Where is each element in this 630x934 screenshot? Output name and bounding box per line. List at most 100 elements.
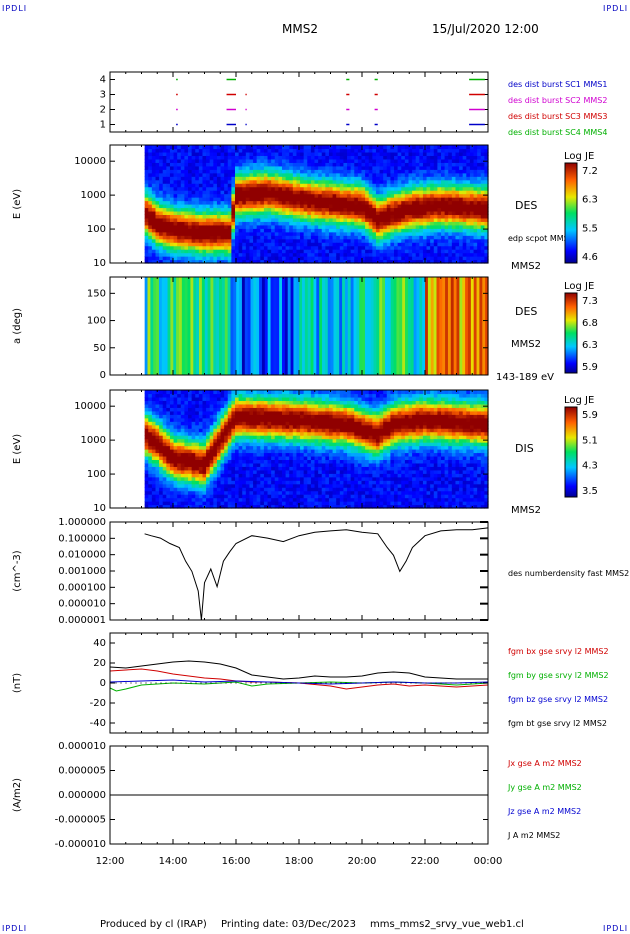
heatmap-cell [339,148,345,153]
heatmap-cell [278,221,283,226]
heatmap-cell [271,469,276,474]
heatmap-cell [260,190,265,195]
heatmap-cell [278,169,283,174]
heatmap-cell [448,169,453,174]
heatmap-cell [245,501,251,506]
heatmap-cell [188,242,193,247]
heatmap-cell [281,417,287,422]
heatmap-cell [361,207,366,212]
heatmap-cell [278,414,283,419]
heatmap-cell [469,186,475,191]
heatmap-cell [347,277,352,375]
heatmap-cell [267,407,272,412]
heatmap-cell [260,217,265,222]
heatmap-cell [408,245,413,250]
heatmap-cell [166,228,171,233]
heatmap-cell [448,176,453,181]
heatmap-cell [198,148,204,153]
heatmap-cell [419,190,424,195]
heatmap-cell [155,449,160,454]
heatmap-cell [466,221,471,226]
heatmap-cell [368,242,373,247]
heatmap-cell [155,221,160,226]
heatmap-cell [148,259,153,264]
heatmap-cell [379,249,384,254]
heatmap-cell [169,431,175,436]
heatmap-cell [213,442,218,447]
heatmap-cell [144,445,149,450]
heatmap-cell [180,469,186,474]
heatmap-cell [477,204,482,209]
heatmap-cell [220,449,225,454]
heatmap-cell [318,169,323,174]
heatmap-cell [213,176,218,181]
heatmap-cell [404,217,410,222]
heatmap-cell [271,445,276,450]
heatmap-cell [274,231,279,236]
heatmap-cell [220,217,225,222]
heatmap-cell [184,480,189,485]
heatmap-cell [484,235,489,240]
heatmap-cell [173,207,178,212]
heatmap-cell [220,421,225,426]
heatmap-cell [271,455,276,461]
heatmap-cell [235,435,240,440]
heatmap-cell [296,155,301,160]
heatmap-cell [426,183,431,188]
heatmap-cell [220,148,225,153]
heatmap-cell [242,480,247,485]
heatmap-cell [209,480,214,485]
heatmap-cell [473,151,478,157]
heatmap-cell [238,193,243,198]
heatmap-cell [347,242,352,247]
heatmap-cell [325,190,330,195]
heatmap-cell [220,259,225,264]
heatmap-cell [206,473,211,478]
heatmap-cell [202,400,207,405]
heatmap-cell [271,214,276,219]
heatmap-cell [195,252,200,257]
heatmap-cell [256,162,261,167]
heatmap-cell [451,207,457,212]
heatmap-cell [202,238,207,243]
heatmap-cell [144,469,149,474]
heatmap-cell [155,231,160,236]
heatmap-cell [162,501,167,506]
heatmap-cell [401,207,406,212]
heatmap-cell [155,455,160,461]
heatmap-cell [256,452,261,457]
heatmap-cell [339,277,343,375]
heatmap-cell [238,179,243,184]
heatmap-cell [206,210,211,216]
heatmap-cell [459,148,464,153]
heatmap-cell [361,172,366,177]
heatmap-cell [166,158,171,163]
heatmap-cell [281,224,287,229]
heatmap-cell [394,176,399,181]
heatmap-cell [336,186,341,191]
heatmap-cell [224,483,229,488]
heatmap-cell [148,445,153,450]
heatmap-cell [274,449,279,454]
heatmap-cell [245,410,251,415]
heatmap-cell [455,151,460,157]
heatmap-cell [289,221,294,226]
heatmap-cell [148,435,153,440]
heatmap-cell [408,176,413,181]
heatmap-cell [466,249,471,254]
heatmap-cell [365,200,370,205]
heatmap-cell [198,224,204,229]
heatmap-cell [177,417,182,422]
heatmap-cell [271,490,276,495]
heatmap-cell [196,277,200,375]
heatmap-cell [271,179,276,184]
heatmap-cell [397,210,402,216]
heatmap-cell [195,480,200,485]
heatmap-cell [433,186,439,191]
heatmap-cell [195,221,200,226]
heatmap-cell [209,169,214,174]
heatmap-cell [195,438,200,443]
heatmap-cell [274,487,279,492]
heatmap-cell [263,148,269,153]
heatmap-cell [285,186,290,191]
